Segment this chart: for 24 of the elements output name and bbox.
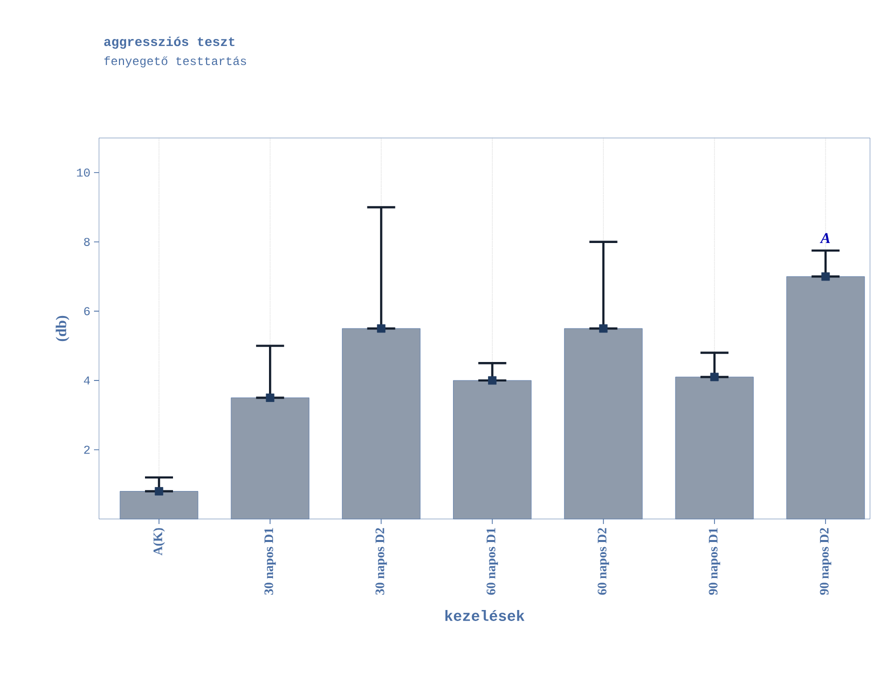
point [488, 376, 496, 385]
y-tick-label: 8 [84, 238, 90, 246]
point [821, 272, 830, 281]
x-tick-label: 90 napos D1 [708, 528, 720, 595]
annotation: A [820, 233, 830, 244]
point [376, 324, 386, 333]
point [599, 324, 608, 333]
y-tick-label: 2 [84, 446, 90, 454]
y-tick-label: 6 [84, 307, 90, 316]
point [266, 394, 274, 402]
x-tick-label: 30 napos D2 [376, 528, 387, 595]
point [710, 372, 719, 382]
chart-subtitle: fenyegető testtartás [104, 56, 246, 68]
x-tick-label: 60 napos D2 [598, 528, 610, 595]
x-axis-title: kezelések [445, 610, 524, 621]
chart-title: aggressziós teszt [104, 36, 234, 49]
y-tick-label: 4 [84, 376, 90, 384]
y-tick-label: 10 [77, 168, 90, 177]
x-tick-label: 60 napos D1 [486, 528, 498, 595]
x-tick-label: 90 napos D2 [820, 528, 832, 595]
x-tick-label: 30 napos D1 [264, 528, 276, 595]
point [154, 487, 164, 496]
x-tick-label: A(K) [153, 528, 165, 556]
y-axis-title: (db) [56, 316, 70, 342]
